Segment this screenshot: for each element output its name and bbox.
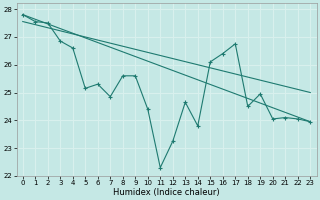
X-axis label: Humidex (Indice chaleur): Humidex (Indice chaleur) (113, 188, 220, 197)
